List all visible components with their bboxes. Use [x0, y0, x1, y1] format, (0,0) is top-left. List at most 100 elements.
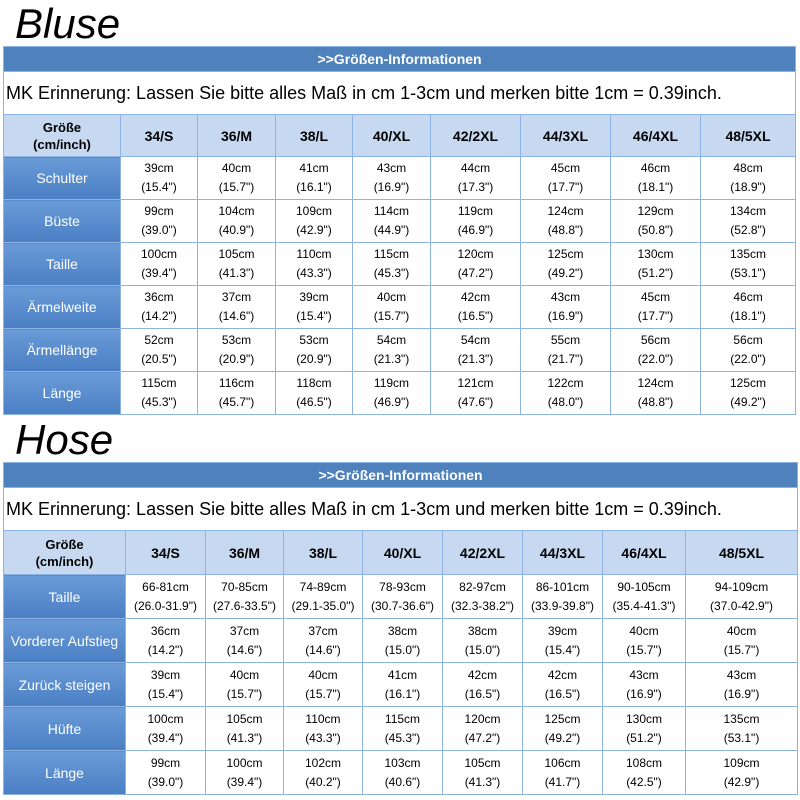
inch-value: (29.1-35.0") [291, 598, 355, 613]
cell: 53cm (20.9") [197, 328, 276, 372]
cell: 54cm (21.3") [352, 328, 431, 372]
inch-value: (17.3") [457, 180, 494, 194]
cell: 40cm (15.7") [205, 662, 284, 707]
inch-value: (18.9") [730, 180, 766, 194]
cell: 109cm (42.9") [275, 199, 353, 243]
cell: 120cm (47.2") [430, 242, 521, 286]
cm-value: 115cm [373, 247, 410, 261]
cm-value: 40cm [629, 623, 659, 638]
inch-value: (14.2") [147, 642, 184, 657]
cell: 39cm (15.4") [125, 662, 206, 707]
row-label: Taille [3, 242, 121, 286]
row-label: Vorderer Aufstieg [3, 618, 126, 663]
inch-value: (16.5") [464, 686, 501, 701]
inch-value: (39.0") [141, 223, 177, 237]
cell: 52cm (20.5") [120, 328, 198, 372]
cell: 41cm (16.1") [362, 662, 443, 707]
inch-value: (48.8") [547, 223, 584, 237]
cm-value: 130cm [625, 711, 663, 726]
inch-value: (41.3") [226, 730, 263, 745]
cm-value: 108cm [625, 755, 663, 770]
cell: 42cm (16.5") [522, 662, 603, 707]
cm-value: 36cm [150, 623, 181, 638]
cell: 130cm (51.2") [602, 706, 686, 751]
inch-value: (45.3") [373, 266, 410, 280]
cell: 36cm (14.2") [120, 285, 198, 329]
cell: 74-89cm (29.1-35.0") [283, 574, 363, 619]
cm-value: 37cm [229, 623, 260, 638]
note: MK Erinnerung: Lassen Sie bitte alles Ma… [2, 71, 797, 115]
inch-value: (14.2") [141, 309, 177, 323]
row-label: Ärmellänge [3, 328, 121, 372]
cm-value: 110cm [296, 247, 332, 261]
cell: 66-81cm (26.0-31.9") [125, 574, 206, 619]
cell: 110cm (43.3") [275, 242, 353, 286]
section: Bluse >>Größen-Informationen MK Erinnerung… [2, 2, 797, 415]
cell: 38cm (15.0") [442, 618, 523, 663]
header-text: Größe [45, 536, 84, 552]
inch-value: (41.7") [544, 774, 581, 789]
data-row: Taille 100cm (39.4") 105cm (41.3") 110cm (43.3… [3, 242, 797, 286]
cm-value: 120cm [457, 247, 494, 261]
cm-value: 135cm [723, 711, 760, 726]
cm-value: 53cm [299, 333, 329, 347]
cell: 104cm (40.9") [197, 199, 276, 243]
inch-value: (15.7") [226, 686, 263, 701]
cm-value: 124cm [547, 204, 584, 218]
header-text: (cm/inch) [35, 553, 94, 569]
note: MK Erinnerung: Lassen Sie bitte alles Ma… [2, 487, 799, 531]
inch-value: (49.2") [730, 395, 766, 409]
inch-value: (15.0") [384, 642, 421, 657]
cm-value: 41cm [387, 667, 418, 682]
inch-value: (35.4-41.3") [612, 598, 676, 613]
cell: 102cm (40.2") [283, 750, 363, 795]
inch-value: (15.7") [626, 642, 662, 657]
cm-value: 45cm [550, 161, 581, 175]
cell: 54cm (21.3") [430, 328, 521, 372]
inch-value: (15.4") [544, 642, 581, 657]
cm-value: 39cm [547, 623, 578, 638]
cm-value: 82-97cm [459, 579, 506, 594]
cell: 110cm (43.3") [283, 706, 363, 751]
cm-value: 54cm [460, 333, 491, 347]
cell: 135cm (53.1") [684, 706, 799, 751]
cell: 56cm (22.0") [699, 328, 797, 372]
header-first: Größe (cm/inch) [3, 114, 121, 157]
cell: 44cm (17.3") [430, 156, 521, 200]
cell: 106cm (41.7") [522, 750, 603, 795]
cm-value: 116cm [218, 376, 255, 390]
inch-value: (21.7") [547, 352, 584, 366]
cell: 43cm (16.9") [352, 156, 431, 200]
cm-value: 122cm [547, 376, 584, 390]
header-row: Größe (cm/inch) 34/S 36/M 38/L 40/XL 42/2XL 44/… [3, 530, 799, 575]
section: Hose >>Größen-Informationen MK Erinnerung:… [2, 418, 799, 795]
banner-row: >>Größen-Informationen [2, 462, 799, 488]
cm-value: 42cm [547, 667, 578, 682]
cell: 43cm (16.9") [520, 285, 611, 329]
inch-value: (49.2") [544, 730, 581, 745]
cm-value: 56cm [733, 333, 763, 347]
cm-value: 119cm [457, 204, 494, 218]
inch-value: (17.7") [637, 309, 674, 323]
inch-value: (30.7-36.6") [371, 598, 434, 613]
cm-value: 94-109cm [714, 579, 769, 594]
inch-value: (20.5") [141, 352, 177, 366]
cm-value: 54cm [376, 333, 407, 347]
cm-value: 37cm [308, 623, 338, 638]
inch-value: (42.9") [723, 774, 760, 789]
cm-value: 70-85cm [221, 579, 268, 594]
cell: 130cm (51.2") [610, 242, 701, 286]
cell: 105cm (41.3") [197, 242, 276, 286]
size-header: 46/4XL [602, 530, 686, 575]
banner: >>Größen-Informationen [2, 462, 799, 488]
cm-value: 38cm [467, 623, 498, 638]
cell: 70-85cm (27.6-33.5") [205, 574, 284, 619]
cell: 39cm (15.4") [522, 618, 603, 663]
inch-value: (39.0") [147, 774, 184, 789]
cm-value: 66-81cm [142, 579, 189, 594]
cm-value: 39cm [299, 290, 329, 304]
inch-value: (27.6-33.5") [213, 598, 276, 613]
inch-value: (39.4") [147, 730, 184, 745]
inch-value: (14.6") [218, 309, 255, 323]
cell: 129cm (50.8") [610, 199, 701, 243]
